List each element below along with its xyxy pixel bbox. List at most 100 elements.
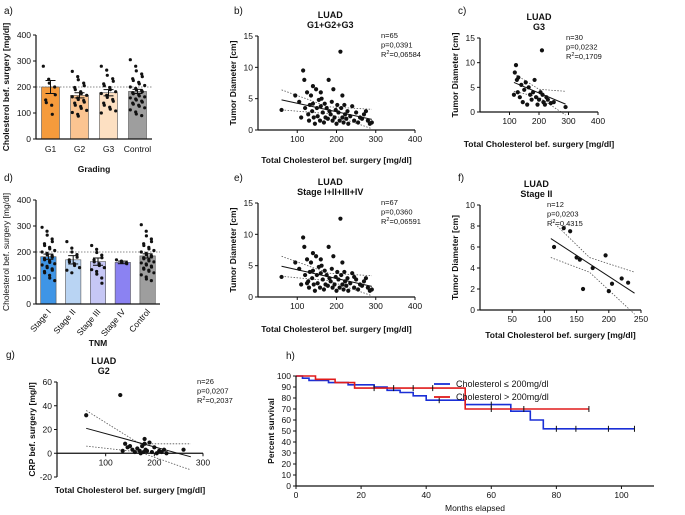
data-point	[120, 448, 125, 453]
data-point	[354, 110, 359, 115]
data-point	[123, 441, 128, 446]
x-axis-title: Total Cholesterol bef. surgery [mg/dl]	[261, 324, 412, 334]
data-point	[328, 279, 333, 284]
chart-subtitle: Stage I+II+III+IV	[297, 187, 363, 197]
data-point	[310, 276, 315, 281]
data-point	[304, 281, 310, 286]
y-tick-label: 0	[470, 107, 475, 117]
data-point	[340, 115, 345, 120]
data-point	[302, 77, 307, 82]
data-point	[114, 90, 118, 94]
regression-line	[281, 99, 372, 120]
category-label: Stage I	[28, 307, 53, 334]
panel-label: f)	[458, 173, 464, 184]
data-point	[334, 121, 339, 126]
data-point	[181, 447, 186, 452]
chart-title: LUAD	[318, 177, 343, 187]
data-point	[551, 100, 556, 105]
data-point	[342, 102, 347, 108]
stat-text: R2=0,4315	[547, 219, 583, 228]
data-point	[128, 108, 132, 112]
data-point	[45, 233, 49, 237]
chart-title: LUAD	[524, 179, 549, 189]
x-tick-label: 100	[502, 116, 516, 126]
y-axis-title: Tumor Diameter [cm]	[228, 207, 238, 292]
data-point	[361, 279, 367, 284]
y-tick-label: 0	[286, 481, 291, 491]
data-point	[346, 121, 351, 126]
y-tick-label: 15	[244, 198, 254, 208]
x-tick-label: 40	[421, 490, 431, 500]
data-point	[306, 118, 312, 123]
legend-label: Cholesterol > 200mg/dl	[456, 392, 549, 402]
regression-line	[513, 81, 566, 105]
data-point	[99, 111, 103, 115]
x-axis-title: Total Cholesterol bef. surgery [mg/dl]	[464, 139, 615, 149]
data-point	[50, 255, 54, 259]
data-point	[313, 87, 319, 92]
data-point	[134, 64, 138, 68]
x-axis-title: Total Cholesterol bef. surgery [mg/dl]	[55, 485, 206, 495]
data-point	[335, 269, 340, 275]
x-tick-label: 200	[602, 314, 616, 324]
data-point	[332, 282, 337, 287]
regression-line	[281, 265, 372, 287]
data-point	[50, 268, 54, 272]
data-point	[345, 109, 350, 114]
y-tick-label: 6	[470, 242, 475, 252]
stat-text: n=65	[381, 31, 398, 40]
data-point	[73, 103, 77, 107]
confidence-band-upper	[85, 410, 191, 445]
x-tick-label: 400	[408, 134, 422, 144]
data-point	[344, 116, 349, 121]
data-point	[515, 90, 520, 95]
data-point	[304, 90, 310, 95]
data-point	[140, 72, 144, 76]
data-point	[40, 225, 44, 229]
data-point	[350, 271, 355, 276]
data-point	[326, 244, 331, 249]
data-point	[520, 100, 525, 105]
data-point	[337, 118, 342, 123]
y-tick-label: 100	[17, 273, 31, 283]
data-point	[143, 106, 147, 110]
data-point	[144, 263, 148, 267]
chart-subtitle: G2	[98, 366, 110, 376]
x-tick-label: 100	[537, 314, 551, 324]
y-tick-label: -20	[40, 472, 53, 482]
data-point	[73, 88, 77, 92]
data-point	[331, 87, 336, 92]
data-point	[279, 107, 284, 113]
y-tick-label: 2	[470, 284, 475, 294]
data-point	[142, 267, 146, 271]
data-point	[45, 229, 49, 233]
data-point	[90, 243, 94, 248]
data-point	[522, 87, 527, 92]
data-point	[340, 260, 345, 265]
data-point	[70, 69, 74, 73]
x-axis-title: Total Cholesterol bef. surgery [mg/dl]	[485, 330, 636, 340]
data-point	[334, 288, 339, 293]
data-point	[84, 413, 89, 418]
data-point	[48, 260, 52, 264]
x-tick-label: 100	[290, 301, 304, 311]
data-point	[619, 276, 624, 281]
y-tick-label: 0	[26, 134, 31, 144]
legend-label: Cholesterol ≤ 200mg/dl	[456, 379, 549, 389]
data-point	[137, 82, 141, 86]
chart-subtitle: G1+G2+G3	[307, 20, 354, 30]
panel-label: e)	[234, 173, 243, 184]
y-tick-label: 100	[277, 371, 291, 381]
y-tick-label: 10	[466, 58, 476, 68]
y-axis-title: Tumor Diameter [cm]	[450, 215, 460, 300]
y-tick-label: 10	[244, 62, 254, 72]
data-point	[152, 271, 156, 275]
data-point	[105, 68, 109, 72]
data-point	[102, 103, 106, 107]
data-point	[70, 271, 74, 275]
data-point	[340, 282, 345, 287]
data-point	[82, 81, 86, 85]
x-axis-title: Months elapsed	[445, 503, 505, 513]
data-point	[140, 100, 144, 104]
category-label: Stage III	[75, 307, 103, 338]
